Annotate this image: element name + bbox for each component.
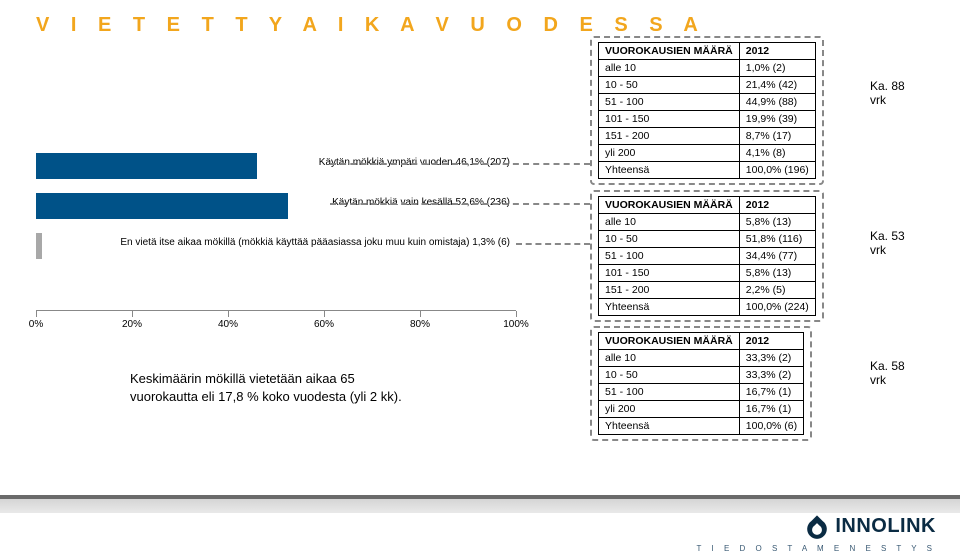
logo-tagline: T I E D O S T A M E N E S T Y S (697, 544, 936, 553)
tick-20: 20% (112, 319, 152, 330)
tick-40: 40% (208, 319, 248, 330)
tick-60: 60% (304, 319, 344, 330)
ka-2: Ka. 53 vrk (870, 230, 905, 258)
table-box-1: VUOROKAUSIEN MÄÄRÄ 2012 alle 101,0% (2) … (590, 36, 824, 185)
ka-1: Ka. 88 vrk (870, 80, 905, 108)
logo: INNOLINK T I E D O S T A M E N E S T Y S (697, 514, 936, 553)
note-line-1: Keskimäärin mökillä vietetään aikaa 65 (130, 371, 355, 386)
avg-note: Keskimäärin mökillä vietetään aikaa 65 v… (130, 370, 510, 405)
logo-icon (803, 519, 835, 536)
callout-line-3 (516, 243, 590, 245)
tick-100: 100% (496, 319, 536, 330)
bar-1 (36, 193, 288, 219)
callout-line-1 (330, 163, 590, 165)
footer-band (0, 495, 960, 513)
table-1-year: 2012 (739, 43, 815, 60)
table-1: VUOROKAUSIEN MÄÄRÄ 2012 alle 101,0% (2) … (598, 42, 816, 179)
ka-3: Ka. 58 vrk (870, 360, 905, 388)
bar-2 (36, 233, 42, 259)
bar-0 (36, 153, 257, 179)
hbar-chart: Käytän mökkiä ympäri vuoden 46,1% (207) … (36, 150, 516, 333)
page-title: V I E T E T T Y A I K A V U O D E S S A (36, 14, 706, 37)
table-1-title: VUOROKAUSIEN MÄÄRÄ (599, 43, 740, 60)
note-line-2: vuorokautta eli 17,8 % koko vuodesta (yl… (130, 389, 402, 404)
x-axis: 0% 20% 40% 60% 80% 100% (36, 310, 516, 333)
table-box-2: VUOROKAUSIEN MÄÄRÄ2012 alle 105,8% (13) … (590, 190, 824, 322)
footer-line (0, 495, 960, 499)
bar-label-2: En vietä itse aikaa mökillä (mökkiä käyt… (120, 237, 510, 248)
table-box-3: VUOROKAUSIEN MÄÄRÄ2012 alle 1033,3% (2) … (590, 326, 812, 441)
table-3: VUOROKAUSIEN MÄÄRÄ2012 alle 1033,3% (2) … (598, 332, 804, 435)
callout-line-2 (330, 203, 590, 205)
tick-80: 80% (400, 319, 440, 330)
tick-0: 0% (16, 319, 56, 330)
logo-name: INNOLINK (835, 515, 936, 537)
table-2: VUOROKAUSIEN MÄÄRÄ2012 alle 105,8% (13) … (598, 196, 816, 316)
